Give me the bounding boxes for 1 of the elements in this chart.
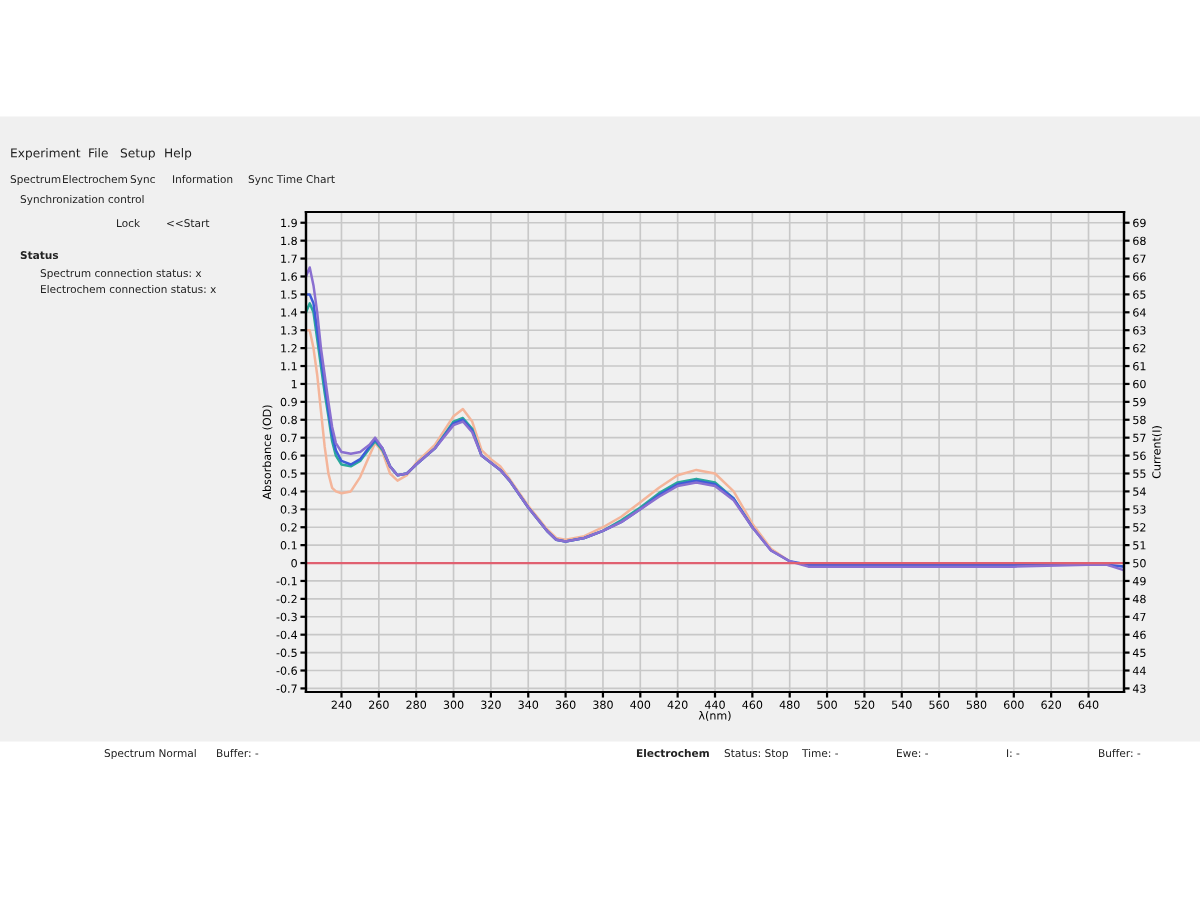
line-series (306, 328, 791, 563)
